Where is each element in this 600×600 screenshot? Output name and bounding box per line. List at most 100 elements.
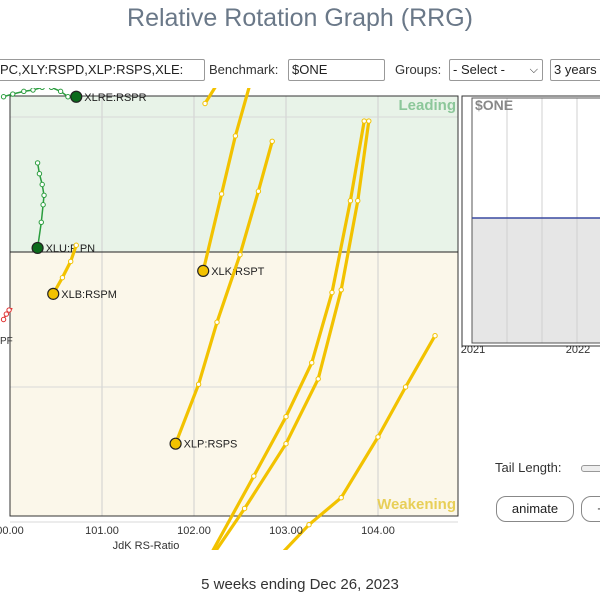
tail-point — [251, 473, 257, 479]
tail-point — [195, 381, 202, 387]
series-head-point[interactable] — [47, 287, 60, 300]
series-xly-rspd[interactable]: XLY:RSPD — [147, 118, 372, 550]
benchmark-tick-2022: 2022 — [566, 344, 590, 356]
series-tail-line — [2, 88, 77, 98]
series-head-point[interactable] — [197, 264, 210, 277]
tail-point — [283, 441, 289, 447]
benchmark-panel-label: $ONE — [475, 97, 513, 113]
tail-point — [338, 495, 344, 501]
benchmark-plot-border — [471, 97, 600, 344]
tail-point — [309, 360, 315, 366]
series-tail-line — [214, 119, 371, 550]
tail-point — [30, 88, 36, 93]
benchmark-tick-2021: 2021 — [461, 344, 485, 356]
tail-point — [21, 88, 27, 95]
tail-point — [375, 434, 381, 440]
tail-point — [38, 219, 44, 226]
tail-point — [48, 88, 55, 90]
benchmark-panel: $ONE 2021 2022 — [461, 95, 600, 356]
series-partial-8[interactable] — [0, 307, 13, 323]
quadrant-weakening-bg — [10, 252, 458, 516]
series-xlu-rspn[interactable]: XLU:F PN — [31, 160, 96, 255]
quadrant-label-leading: Leading — [398, 97, 456, 114]
page-title: Relative Rotation Graph (RRG) — [127, 4, 473, 32]
quadrant-leading-bg — [10, 96, 458, 252]
tail-point — [57, 88, 64, 95]
series-layer: XLRE:RSPR XLU:F PN XLB:RSPM XLK:RSPT XLP:RSP… — [0, 88, 438, 551]
series-xlv-rsph[interactable]: XLV:RSPH — [202, 118, 367, 550]
footer-date: 5 weeks ending Dec 26, 2023 — [201, 576, 399, 593]
tail-point — [73, 242, 79, 248]
period-select[interactable]: 3 years — [550, 59, 600, 81]
tail-point — [36, 171, 43, 177]
tail-point — [65, 94, 71, 100]
series-label: XLRE:RSPR — [84, 92, 146, 104]
tail-point — [41, 192, 47, 199]
groups-select[interactable]: - Select - ⌵ — [449, 59, 543, 81]
x-tick-label: 101.00 — [85, 525, 119, 537]
series-tail-line — [51, 243, 78, 296]
tail-point — [39, 181, 45, 188]
series-xlc-rspc[interactable]: XLC:RSPC — [264, 333, 438, 551]
series-head-point[interactable] — [169, 437, 182, 450]
tail-point — [59, 274, 66, 281]
benchmark-label: Benchmark: — [209, 62, 279, 77]
series-head-point[interactable] — [70, 90, 83, 103]
plot-border — [9, 95, 459, 517]
tail-point — [39, 88, 45, 90]
tail-point — [0, 316, 7, 323]
tail-point — [306, 522, 312, 528]
tail-point — [329, 289, 335, 296]
tail-length-slider[interactable] — [581, 465, 600, 472]
benchmark-input[interactable]: $ONE — [288, 59, 385, 81]
chart-grid — [10, 96, 458, 523]
tail-point — [283, 414, 289, 420]
tail-point — [34, 160, 41, 166]
tail-point — [338, 287, 344, 293]
groups-label: Groups: — [395, 62, 442, 77]
x-tick-label: 102.00 — [177, 525, 211, 537]
tail-point — [361, 118, 367, 124]
rrg-chart[interactable]: Leading Weakening XLRE:RSPR XLU:F PN XLB:R… — [0, 88, 460, 550]
series-tail-line — [201, 88, 251, 273]
tail-point — [68, 258, 74, 265]
benchmark-area-fill — [472, 218, 600, 343]
animate-button[interactable]: animate — [496, 496, 574, 522]
tail-point — [241, 505, 248, 512]
series-label: XLK:RSPT — [211, 266, 264, 278]
tail-point — [0, 94, 7, 100]
tail-point — [315, 376, 321, 382]
tail-point — [269, 138, 275, 144]
series-head-point[interactable] — [31, 241, 44, 255]
step-button[interactable]: + — [581, 496, 600, 522]
partial-series-label: PF — [0, 336, 13, 347]
chevron-down-icon: ⌵ — [529, 64, 538, 76]
series-xlp-rsps[interactable]: XLP:RSPS — [169, 138, 275, 451]
series-xlk-rspt[interactable]: XLK:RSPT — [197, 88, 265, 278]
tail-point — [218, 191, 225, 197]
tail-length-label: Tail Length: — [495, 460, 562, 475]
series-xlre-rspr[interactable]: XLRE:RSPR — [0, 88, 147, 104]
x-tick-label: 103.00 — [269, 525, 303, 537]
x-tick-labels: 00.00 101.00 102.00 103.00 104.00 — [0, 525, 395, 537]
series-label: XLP:RSPS — [184, 439, 238, 451]
tail-point — [232, 133, 239, 139]
series-tail-line — [282, 334, 437, 550]
tail-point — [347, 198, 354, 204]
tail-point — [432, 333, 438, 339]
tail-point — [402, 384, 409, 390]
series-xlb-rspm[interactable]: XLB:RSPM — [47, 242, 117, 301]
tail-point — [3, 311, 10, 317]
tail-point — [6, 307, 12, 313]
tail-point — [355, 198, 361, 204]
series-label: XLU:F PN — [46, 243, 96, 255]
tail-point — [40, 202, 46, 208]
series-label: XLB:RSPM — [61, 289, 117, 301]
x-tick-label: 104.00 — [361, 525, 395, 537]
tail-point — [237, 252, 243, 258]
x-tick-label: 00.00 — [0, 525, 24, 537]
series-tail-line — [174, 139, 274, 446]
symbols-input[interactable]: PC,XLY:RSPD,XLP:RSPS,XLE: — [0, 59, 205, 81]
tail-point — [214, 319, 220, 325]
tail-point — [366, 118, 372, 124]
